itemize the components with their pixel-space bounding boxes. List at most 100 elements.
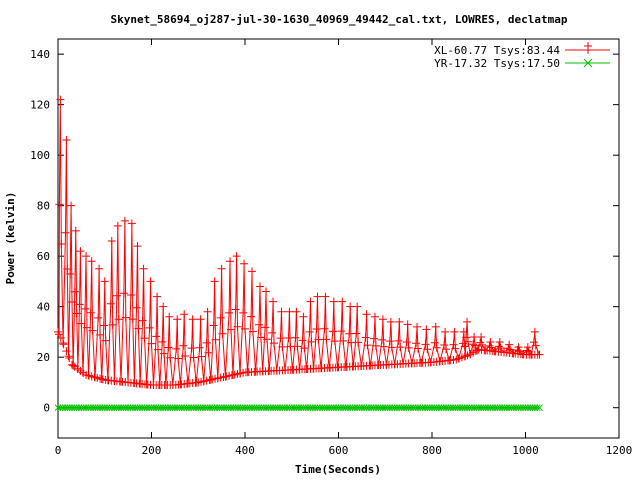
series-xl-point — [112, 291, 121, 300]
series-xl-point — [216, 313, 225, 322]
series-xl-point — [147, 339, 156, 348]
series-xl-point — [328, 327, 337, 336]
series-xl-point — [469, 340, 478, 349]
series-xl-point — [56, 95, 65, 104]
x-tick-label: 600 — [329, 444, 349, 457]
series-xl-point — [240, 259, 249, 268]
series-xl-point — [202, 338, 211, 347]
series-xl-point — [55, 330, 64, 339]
series-xl-point — [385, 337, 394, 346]
series-xl-point — [440, 341, 449, 350]
series-xl-point — [473, 346, 482, 355]
series-xl-point — [127, 219, 136, 228]
series-xl-point — [421, 340, 430, 349]
series-xl-point — [164, 343, 173, 352]
series-xl-point — [138, 316, 147, 325]
series-xl-point — [441, 327, 450, 336]
series-xl-point — [87, 257, 96, 266]
series-xl-point — [459, 327, 468, 336]
y-axis-ticks: 0 20 40 60 80 100 120 140 — [30, 48, 619, 415]
series-xl-point — [86, 308, 95, 317]
series-xl-point — [145, 323, 154, 332]
series-xl-point — [126, 291, 135, 300]
series-xl-point — [442, 345, 451, 354]
series-xl-point — [463, 317, 472, 326]
series-xl-point — [330, 337, 339, 346]
series-xl-point — [187, 344, 196, 353]
chart-title: Skynet_58694_oj287-jul-30-1630_40969_494… — [111, 13, 568, 26]
series-xl-point — [284, 333, 293, 342]
series-xl-point — [313, 292, 322, 301]
series-xl-point — [413, 344, 422, 353]
series-xl-point — [339, 336, 348, 345]
series-xl-point — [523, 343, 532, 352]
series-xl-point — [305, 327, 314, 336]
series-xl-point — [505, 340, 514, 349]
series-xl-point — [172, 344, 181, 353]
series-xl-point — [353, 302, 362, 311]
series-xl-point — [107, 237, 116, 246]
x-tick-label: 0 — [55, 444, 62, 457]
series-xl-point — [361, 333, 370, 342]
series-xl-point — [62, 347, 71, 356]
series-xl-point — [531, 341, 540, 350]
series-xl-point — [113, 221, 122, 230]
series-xl-point — [462, 333, 471, 342]
x-axis-ticks: 0 200 400 600 800 1000 1200 — [55, 39, 633, 457]
series-xl-point — [463, 337, 472, 346]
y-tick-label: 0 — [43, 402, 50, 415]
series-xl-point — [291, 333, 300, 342]
y-tick-label: 100 — [30, 149, 50, 162]
series-xl-point — [292, 307, 301, 316]
series-xl-point — [262, 335, 271, 344]
series-xl-point — [88, 326, 97, 335]
series-xl-point — [99, 321, 108, 330]
series-xl-point — [134, 324, 143, 333]
series-xl-point — [209, 321, 218, 330]
series-xl-point — [395, 317, 404, 326]
series-xl-point — [56, 333, 65, 342]
series-xl-point — [370, 334, 379, 343]
series-xl-point — [476, 338, 485, 347]
series-xl-point — [307, 337, 316, 346]
series-xl-point — [322, 335, 331, 344]
series-xl-point — [486, 338, 495, 347]
series-xl-point — [181, 351, 190, 360]
series-xl-point — [128, 315, 137, 324]
y-tick-label: 140 — [30, 48, 50, 61]
series-xl-point — [197, 352, 206, 361]
x-tick-label: 400 — [235, 444, 255, 457]
series-xl-point — [55, 200, 64, 209]
series-xl-point — [119, 289, 128, 298]
series-xl-point — [321, 292, 330, 301]
series-xl-point — [62, 136, 71, 145]
series-xl-point — [300, 344, 309, 353]
series-xl-point — [139, 264, 148, 273]
series-xl-point — [179, 341, 188, 350]
series-xl-point — [82, 323, 91, 332]
series-xl-point — [152, 332, 161, 341]
series-xl-point — [233, 322, 242, 331]
series-xl-point — [449, 340, 458, 349]
series-xl-point — [529, 338, 538, 347]
series-xl-point — [76, 247, 85, 256]
series-xl-point — [67, 201, 76, 210]
x-tick-label: 1200 — [606, 444, 633, 457]
series-xl-point — [256, 333, 265, 342]
series-xl-point — [362, 310, 371, 319]
series-xl-point — [218, 329, 227, 338]
series-xl-point — [471, 341, 480, 350]
series-xl-point — [387, 343, 396, 352]
series-yr — [54, 404, 543, 412]
y-tick-label: 120 — [30, 99, 50, 112]
series-xl-point — [174, 354, 183, 363]
series-xl-point — [404, 343, 413, 352]
series-xl-point — [354, 338, 363, 347]
series-xl-point — [159, 302, 168, 311]
series-xl-point — [514, 343, 523, 352]
series-xl-point — [394, 336, 403, 345]
series-xl-point — [413, 322, 422, 331]
legend-marker-yr — [583, 58, 593, 68]
series-xl-point — [165, 312, 174, 321]
series-xl-point — [232, 252, 241, 261]
